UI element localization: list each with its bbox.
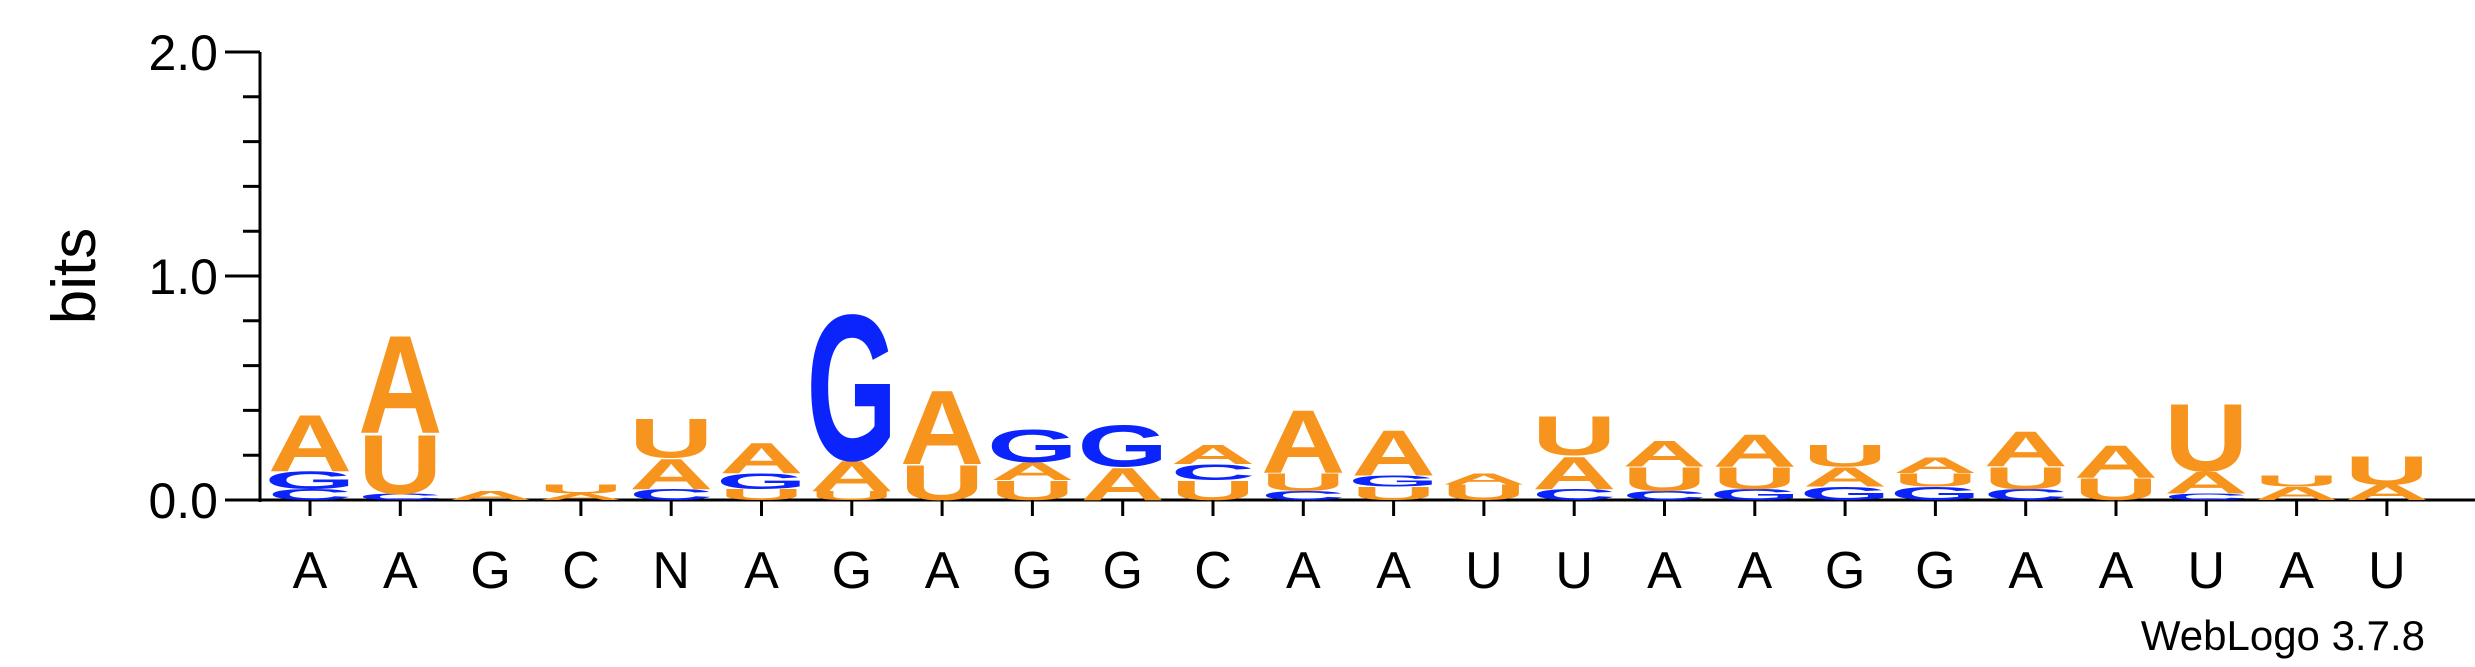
logo-glyph-A: A xyxy=(1984,422,2068,477)
x-tick-label: G xyxy=(1825,542,1865,600)
y-axis-label: bits xyxy=(40,228,109,324)
logo-glyph-C: C xyxy=(2164,492,2248,502)
logo-glyph-A: A xyxy=(2254,483,2338,504)
x-tick-label: U xyxy=(1465,542,1503,600)
logo-glyph-G: G xyxy=(1709,486,1800,503)
y-ticks xyxy=(225,50,260,502)
x-tick-label: A xyxy=(1647,542,1682,600)
logo-glyph-A: A xyxy=(1803,461,1887,492)
logo-glyph-U: U xyxy=(810,489,894,503)
x-tick-label: A xyxy=(2279,542,2314,600)
x-tick-label: G xyxy=(1012,542,1052,600)
logo-glyph-C: C xyxy=(1261,489,1345,503)
logo-glyph-A: A xyxy=(900,368,984,487)
logo-glyph-C: C xyxy=(358,492,442,502)
y-tick-label-bottom: 0.0 xyxy=(148,473,218,529)
x-tick-label: G xyxy=(832,542,872,600)
logo-glyph-U: U xyxy=(358,417,442,511)
logo-glyph-A: A xyxy=(810,451,894,500)
logo-glyph-C: C xyxy=(1622,489,1706,503)
logo-glyph-U: U xyxy=(1622,460,1706,498)
x-tick-label: U xyxy=(2368,542,2406,600)
y-tick-label-top: 2.0 xyxy=(148,25,218,81)
y-tick-label-mid: 1.0 xyxy=(148,249,218,305)
logo-glyph-C: C xyxy=(629,486,713,503)
logo-glyph-U: U xyxy=(2345,448,2429,493)
x-tick-label: A xyxy=(1376,542,1411,600)
x-tick-label: A xyxy=(383,542,418,600)
x-tick-label: G xyxy=(1915,542,1955,600)
logo-glyph-C: C xyxy=(268,486,352,503)
logo-glyph-U: U xyxy=(629,407,713,469)
x-tick-label: G xyxy=(470,542,510,600)
x-tick-label: C xyxy=(562,542,600,600)
weblogo-credit: WebLogo 3.7.8 xyxy=(2141,612,2425,659)
logo-glyph-U: U xyxy=(1532,405,1616,467)
logo-glyph-U: U xyxy=(1713,461,1797,496)
y-minor-ticks xyxy=(243,50,260,457)
x-tick-label: G xyxy=(1102,542,1142,600)
logo-glyph-C: C xyxy=(1984,486,2068,503)
logo-glyph-A: A xyxy=(719,434,803,483)
logo-glyph-U: U xyxy=(1261,469,1345,497)
logo-glyph-U: U xyxy=(1984,461,2068,496)
logo-glyph-G: G xyxy=(1800,483,1891,504)
logo-glyph-C: C xyxy=(1171,460,1255,484)
x-tick-label: A xyxy=(925,542,960,600)
logo-glyph-G: G xyxy=(987,420,1078,472)
x-tick-label: A xyxy=(1286,542,1321,600)
logo-glyph-A: A xyxy=(1351,417,1435,490)
logo-glyph-A: A xyxy=(358,307,442,463)
logo-glyph-A: A xyxy=(1171,439,1255,470)
logo-glyph-U: U xyxy=(1803,439,1887,474)
logo-glyph-A: A xyxy=(268,398,352,488)
x-tick-label: A xyxy=(2008,542,2043,600)
logo-glyph-U: U xyxy=(539,482,623,496)
x-tick-label: A xyxy=(293,542,328,600)
logo-glyph-A: A xyxy=(1713,424,1797,476)
logo-glyph-A: A xyxy=(1261,393,1345,493)
logo-glyph-C: C xyxy=(1532,486,1616,503)
x-tick-label: U xyxy=(1555,542,1593,600)
logo-glyph-A: A xyxy=(629,449,713,498)
logo-glyph-U: U xyxy=(719,486,803,503)
logo-glyph-U: U xyxy=(2254,473,2338,490)
logo-glyph-A: A xyxy=(1893,453,1977,477)
logo-glyph-U: U xyxy=(1893,470,1977,491)
logo-glyph-A: A xyxy=(448,489,532,503)
x-tick-label: A xyxy=(744,542,779,600)
x-tick-label: U xyxy=(2188,542,2226,600)
x-tick-label: A xyxy=(1737,542,1772,600)
logo-glyph-U: U xyxy=(1351,483,1435,504)
logo-glyph-A: A xyxy=(1532,447,1616,499)
logo-glyph-A: A xyxy=(2164,466,2248,501)
logo-glyph-G: G xyxy=(1077,413,1168,479)
logo-glyph-A: A xyxy=(990,457,1074,485)
logo-glyph-G: G xyxy=(716,469,807,493)
x-tick-label: A xyxy=(2099,542,2134,600)
logo-glyph-A: A xyxy=(1442,470,1526,487)
logo-glyph-U: U xyxy=(2164,383,2248,491)
logo-glyph-A: A xyxy=(1622,433,1706,474)
logo-glyph-A: A xyxy=(539,492,623,502)
logo-glyph-G: G xyxy=(1890,483,1981,504)
logo-glyph-A: A xyxy=(2074,436,2158,488)
logo-glyph-G: G xyxy=(1348,473,1439,490)
logo-glyph-G: G xyxy=(806,271,897,504)
x-tick-label: C xyxy=(1194,542,1232,600)
logo-glyph-G: G xyxy=(265,466,356,494)
x-tick-label: N xyxy=(652,542,690,600)
